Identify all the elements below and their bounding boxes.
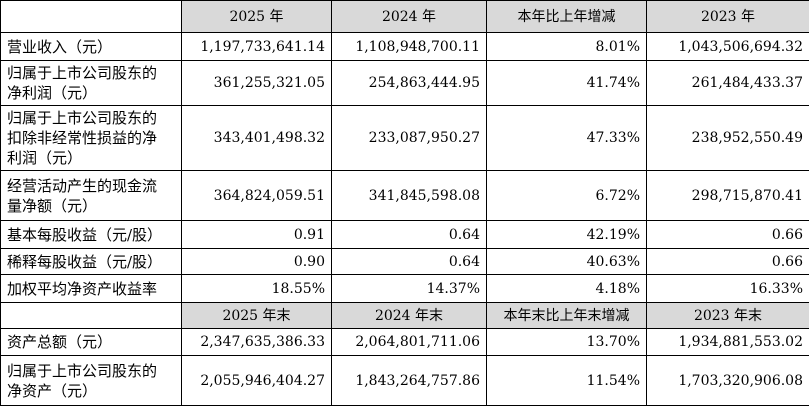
- row-label: 经营活动产生的现金流量净额（元）: [1, 171, 182, 221]
- value-cell: 2,064,801,711.06: [332, 329, 487, 356]
- row-label: 归属于上市公司股东的净利润（元）: [1, 61, 182, 106]
- value-cell: 0.90: [182, 249, 332, 275]
- value-cell: 298,715,870.41: [647, 171, 809, 221]
- header-cell: 2024 年末: [332, 303, 487, 329]
- row-label: 稀释每股收益（元/股）: [1, 249, 182, 275]
- value-cell: 14.37%: [332, 275, 487, 303]
- value-cell: 18.55%: [182, 275, 332, 303]
- header-cell: 2023 年末: [647, 303, 809, 329]
- header-cell: 本年比上年增减: [487, 1, 647, 33]
- value-cell: 1,703,320,906.08: [647, 356, 809, 406]
- row-label: 归属于上市公司股东的净资产（元）: [1, 356, 182, 406]
- header-cell: 本年末比上年末增减: [487, 303, 647, 329]
- value-cell: 42.19%: [487, 221, 647, 249]
- value-cell: 8.01%: [487, 33, 647, 61]
- value-cell: 233,087,950.27: [332, 106, 487, 171]
- header-cell: 2025 年: [182, 1, 332, 33]
- value-cell: 1,108,948,700.11: [332, 33, 487, 61]
- header-cell: 2025 年末: [182, 303, 332, 329]
- value-cell: 343,401,498.32: [182, 106, 332, 171]
- value-cell: 1,934,881,553.02: [647, 329, 809, 356]
- value-cell: 361,255,321.05: [182, 61, 332, 106]
- value-cell: 2,347,635,386.33: [182, 329, 332, 356]
- row-label: 营业收入（元）: [1, 33, 182, 61]
- row-label: 基本每股收益（元/股）: [1, 221, 182, 249]
- header-corner: [1, 1, 182, 33]
- value-cell: 0.66: [647, 249, 809, 275]
- value-cell: 1,197,733,641.14: [182, 33, 332, 61]
- value-cell: 0.64: [332, 249, 487, 275]
- value-cell: 13.70%: [487, 329, 647, 356]
- value-cell: 341,845,598.08: [332, 171, 487, 221]
- value-cell: 11.54%: [487, 356, 647, 406]
- value-cell: 0.64: [332, 221, 487, 249]
- value-cell: 40.63%: [487, 249, 647, 275]
- value-cell: 364,824,059.51: [182, 171, 332, 221]
- value-cell: 2,055,946,404.27: [182, 356, 332, 406]
- value-cell: 6.72%: [487, 171, 647, 221]
- value-cell: 254,863,444.95: [332, 61, 487, 106]
- header-corner: [1, 303, 182, 329]
- value-cell: 261,484,433.37: [647, 61, 809, 106]
- header-cell: 2023 年: [647, 1, 809, 33]
- value-cell: 4.18%: [487, 275, 647, 303]
- value-cell: 0.91: [182, 221, 332, 249]
- value-cell: 1,843,264,757.86: [332, 356, 487, 406]
- row-label: 加权平均净资产收益率: [1, 275, 182, 303]
- value-cell: 0.66: [647, 221, 809, 249]
- row-label: 资产总额（元）: [1, 329, 182, 356]
- value-cell: 41.74%: [487, 61, 647, 106]
- header-cell: 2024 年: [332, 1, 487, 33]
- value-cell: 238,952,550.49: [647, 106, 809, 171]
- value-cell: 47.33%: [487, 106, 647, 171]
- row-label: 归属于上市公司股东的扣除非经常性损益的净利润（元）: [1, 106, 182, 171]
- value-cell: 1,043,506,694.32: [647, 33, 809, 61]
- value-cell: 16.33%: [647, 275, 809, 303]
